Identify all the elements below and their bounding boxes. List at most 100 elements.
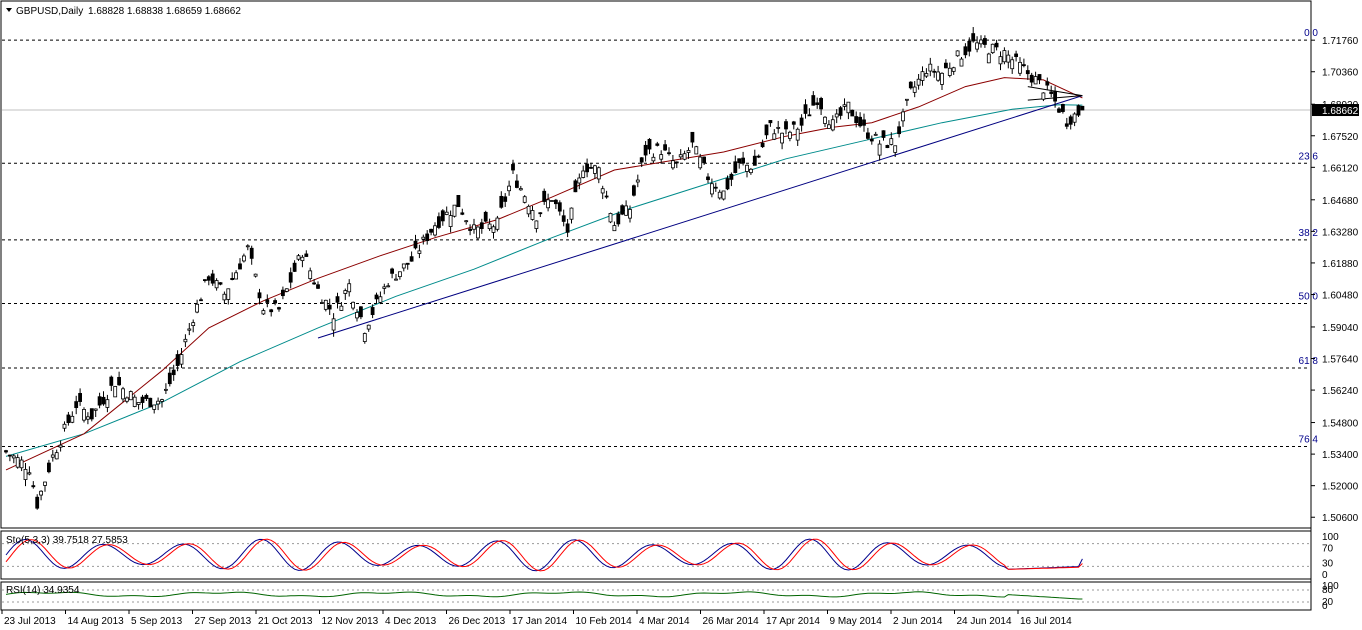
candle-up <box>671 160 675 169</box>
candle-up <box>366 324 371 330</box>
time-axis: 23 Jul 2013 14 Aug 2013 5 Sep 2013 27 Sep 2… <box>1 609 1311 627</box>
price-tick-label: 1.59040 <box>1322 323 1359 334</box>
price-axis: 1.717601.703601.689201.675201.661201.646… <box>1310 1 1359 610</box>
candle-down <box>706 176 710 181</box>
candle-up <box>830 119 835 131</box>
candle-down <box>667 152 671 155</box>
candle-down <box>265 299 270 303</box>
price-pane[interactable]: 0.023.638.250.061.876.4 GBPUSD,Daily 1.6… <box>0 0 1319 529</box>
candle-down <box>869 138 874 142</box>
candle-up <box>947 67 952 76</box>
candle-down <box>604 195 609 198</box>
candle-up <box>717 191 722 199</box>
candle-down <box>312 282 317 285</box>
candle-down <box>932 70 937 73</box>
candle-up <box>1002 50 1007 63</box>
collapse-triangle-icon[interactable] <box>6 8 12 12</box>
fibo-level-label: 76.4 <box>1299 434 1319 445</box>
moving-averages <box>5 77 1083 471</box>
candle-up <box>834 113 839 118</box>
time-axis-ticks: 23 Jul 2013 14 Aug 2013 5 Sep 2013 27 Sep 2… <box>1 610 1072 627</box>
candle-down <box>866 132 870 139</box>
price-tick-label: 1.66120 <box>1322 163 1359 174</box>
candle-down <box>144 395 149 399</box>
candle-down <box>764 124 769 136</box>
candle-down <box>74 401 79 409</box>
candle-down <box>632 185 636 196</box>
candle-up <box>179 354 184 365</box>
candle-down <box>725 178 730 190</box>
stochastic-label: Sto(5,3,3) 39.7518 27.5853 <box>6 535 128 546</box>
trendline <box>317 95 1083 339</box>
candle-down <box>713 186 718 189</box>
candle-down <box>140 396 145 403</box>
candle-up <box>253 273 258 277</box>
candle-down <box>374 294 379 300</box>
candle-up <box>526 205 531 215</box>
candle-up <box>550 200 554 202</box>
candle-up <box>323 299 328 310</box>
candle-down <box>983 38 987 45</box>
rsi-scale-label: 100 <box>1322 581 1339 592</box>
candle-down <box>218 282 223 285</box>
candle-up <box>105 399 110 408</box>
candle-down <box>862 119 866 126</box>
candle-down <box>499 195 504 208</box>
candle-up <box>612 225 617 232</box>
candle-down <box>292 262 297 272</box>
candle-down <box>1014 53 1018 58</box>
candle-up <box>873 133 878 136</box>
candle-down <box>269 309 274 313</box>
candle-up <box>343 290 348 294</box>
candle-up <box>296 255 301 260</box>
candle-up <box>710 183 714 195</box>
price-tick-label: 1.70360 <box>1322 68 1359 79</box>
price-tick-label: 1.50600 <box>1322 513 1359 524</box>
candle-up <box>339 305 344 311</box>
candle-down <box>756 155 761 158</box>
candle-down <box>815 102 820 105</box>
time-tick-label: 27 Sep 2013 <box>195 616 252 627</box>
candle-down <box>1029 74 1034 83</box>
candle-down <box>971 33 976 42</box>
current-price-marker: 1.68662 <box>1312 104 1359 117</box>
time-tick-label: 21 Oct 2013 <box>258 616 313 627</box>
candle-down <box>167 372 172 385</box>
ohlc-label: 1.68828 1.68838 1.68659 1.68662 <box>88 6 241 17</box>
candle-down <box>503 196 508 202</box>
price-tick-label: 1.57640 <box>1322 355 1359 366</box>
candle-down <box>171 369 176 376</box>
candle-down <box>358 306 363 318</box>
candle-up <box>998 56 1003 65</box>
candle-up <box>39 490 43 496</box>
candle-up <box>362 333 367 342</box>
candle-down <box>967 40 972 52</box>
candle-down <box>1057 108 1061 113</box>
current-price-label: 1.68662 <box>1322 106 1359 117</box>
candle-up <box>464 220 469 223</box>
candle-down <box>819 98 823 110</box>
time-tick-label: 9 May 2014 <box>830 616 883 627</box>
fibo-level-label: 38.2 <box>1299 228 1319 239</box>
candle-down <box>643 144 648 156</box>
candle-up <box>694 146 699 155</box>
candle-up <box>70 415 75 423</box>
candle-down <box>1076 105 1081 116</box>
candle-up <box>43 481 47 486</box>
candle-down <box>1053 90 1057 102</box>
candle-down <box>561 215 566 222</box>
price-tick-label: 1.54800 <box>1322 419 1359 430</box>
candle-down <box>175 354 180 366</box>
candle-down <box>89 408 94 420</box>
ma-fast-line <box>5 77 1083 471</box>
candle-up <box>912 86 917 93</box>
candle-up <box>50 454 55 458</box>
candle-up <box>772 133 777 140</box>
fibo-level-label: 23.6 <box>1299 151 1319 162</box>
candle-down <box>854 116 859 124</box>
candle-down <box>807 114 812 117</box>
candle-up <box>495 217 500 230</box>
